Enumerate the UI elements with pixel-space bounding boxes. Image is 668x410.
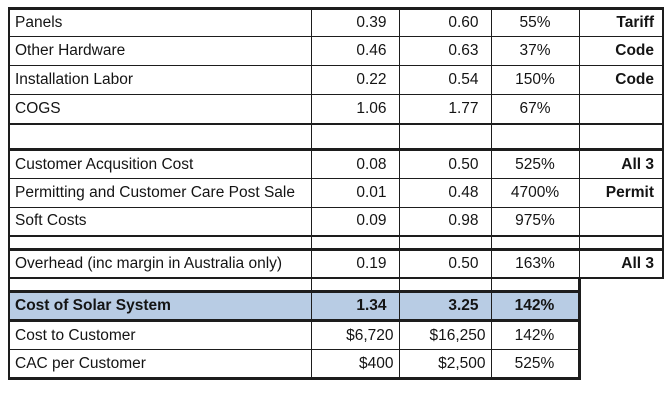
cell-cost-a: 0.01 xyxy=(310,178,400,208)
cell-item: COGS xyxy=(8,94,312,125)
cell-cost-b: 0.50 xyxy=(398,248,492,279)
outside-table-area xyxy=(579,320,663,350)
cell-item: Panels xyxy=(8,7,312,37)
cell-pct-change: 4700% xyxy=(490,178,580,208)
cell-cost-b xyxy=(398,235,492,250)
table-row: Overhead (inc margin in Australia only) … xyxy=(8,248,664,279)
cell-cost-b: 0.54 xyxy=(398,65,492,95)
cell-cost-b: 3.25 xyxy=(398,290,492,322)
cell-item: Other Hardware xyxy=(8,36,312,66)
cell-cost-b: 0.60 xyxy=(398,7,492,37)
cell-driver: Code xyxy=(578,36,664,66)
cell-driver xyxy=(578,94,664,125)
outside-table-area xyxy=(579,291,663,321)
cell-pct-change: 67% xyxy=(490,94,580,125)
cell-cost-b: $2,500 xyxy=(398,349,492,380)
cell-item xyxy=(8,277,312,292)
table-row: Cost to Customer $6,720 $16,250 142% xyxy=(8,320,663,350)
cell-driver: All 3 xyxy=(578,248,664,279)
cell-cost-b: 0.98 xyxy=(398,207,492,237)
table-row: Soft Costs 0.09 0.98 975% xyxy=(8,207,664,237)
cost-table: Panels 0.39 0.60 55% Tariff Other Hardwa… xyxy=(8,7,664,380)
cell-driver: Tariff xyxy=(578,7,664,37)
cell-cost-a: $400 xyxy=(310,349,400,380)
cell-pct-change: 525% xyxy=(490,148,580,179)
cell-pct-change: 975% xyxy=(490,207,580,237)
cell-cost-a: 0.09 xyxy=(310,207,400,237)
cell-pct-change xyxy=(490,235,580,250)
cell-item: Cost of Solar System xyxy=(8,290,312,322)
cell-cost-a xyxy=(310,277,400,292)
cell-cost-a: 1.34 xyxy=(310,290,400,322)
cell-cost-b: $16,250 xyxy=(398,320,492,350)
total-row: Cost of Solar System 1.34 3.25 142% xyxy=(8,290,663,322)
outside-table-area xyxy=(579,277,663,292)
cell-pct-change: 163% xyxy=(490,248,580,279)
cell-driver xyxy=(578,123,664,150)
cell-pct-change: 150% xyxy=(490,65,580,95)
cell-driver xyxy=(578,235,664,250)
cell-cost-a: 0.39 xyxy=(310,7,400,37)
cell-pct-change: 37% xyxy=(490,36,580,66)
cell-item: CAC per Customer xyxy=(8,349,312,380)
cell-cost-a xyxy=(310,235,400,250)
cell-driver: Code xyxy=(578,65,664,95)
cell-item xyxy=(8,235,312,250)
table-row: Customer Acqusition Cost 0.08 0.50 525% … xyxy=(8,148,664,179)
cell-driver xyxy=(578,207,664,237)
spacer-row xyxy=(8,277,663,292)
cell-cost-a: 0.22 xyxy=(310,65,400,95)
cell-cost-b xyxy=(398,123,492,150)
cell-cost-b: 1.77 xyxy=(398,94,492,125)
outside-table-area xyxy=(579,349,663,379)
cell-cost-b xyxy=(398,277,492,292)
cell-cost-a: 0.46 xyxy=(310,36,400,66)
cell-pct-change: 55% xyxy=(490,7,580,37)
cell-cost-b: 0.63 xyxy=(398,36,492,66)
cell-item: Overhead (inc margin in Australia only) xyxy=(8,248,312,279)
table-row: CAC per Customer $400 $2,500 525% xyxy=(8,349,663,380)
table-row: Installation Labor 0.22 0.54 150% Code xyxy=(8,65,664,95)
table-row: Other Hardware 0.46 0.63 37% Code xyxy=(8,36,664,66)
cell-cost-a: 0.19 xyxy=(310,248,400,279)
cell-pct-change: 142% xyxy=(490,320,581,350)
table-row: Panels 0.39 0.60 55% Tariff xyxy=(8,7,664,37)
cell-pct-change xyxy=(490,123,580,150)
cost-comparison-table: Panels 0.39 0.60 55% Tariff Other Hardwa… xyxy=(8,7,664,380)
table-row: COGS 1.06 1.77 67% xyxy=(8,94,664,125)
cell-pct-change xyxy=(490,277,581,292)
cell-item: Soft Costs xyxy=(8,207,312,237)
cell-item: Customer Acqusition Cost xyxy=(8,148,312,179)
spacer-row xyxy=(8,235,664,250)
cell-driver: Permit xyxy=(578,178,664,208)
cell-cost-a xyxy=(310,123,400,150)
cell-item: Cost to Customer xyxy=(8,320,312,350)
cell-pct-change: 142% xyxy=(490,290,581,322)
spacer-row xyxy=(8,123,664,150)
cell-item: Permitting and Customer Care Post Sale xyxy=(8,178,312,208)
cell-cost-a: 1.06 xyxy=(310,94,400,125)
cell-item xyxy=(8,123,312,150)
cell-cost-a: $6,720 xyxy=(310,320,400,350)
table-row: Permitting and Customer Care Post Sale 0… xyxy=(8,178,664,208)
cell-driver: All 3 xyxy=(578,148,664,179)
cell-item: Installation Labor xyxy=(8,65,312,95)
cell-pct-change: 525% xyxy=(490,349,581,380)
cell-cost-a: 0.08 xyxy=(310,148,400,179)
cell-cost-b: 0.50 xyxy=(398,148,492,179)
cell-cost-b: 0.48 xyxy=(398,178,492,208)
